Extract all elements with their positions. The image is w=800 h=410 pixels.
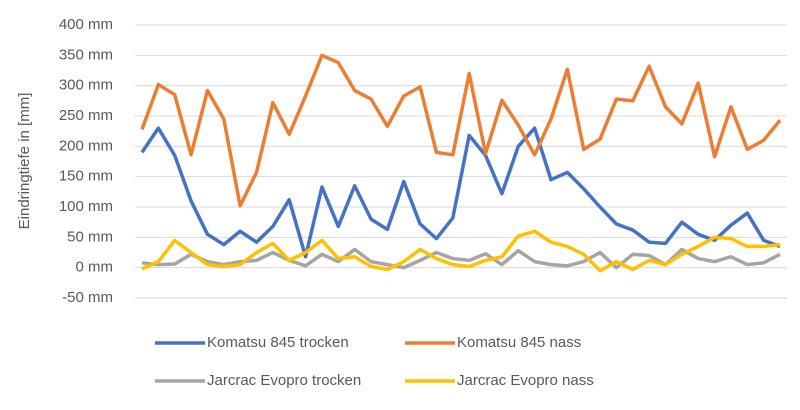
legend-label: Jarcrac Evopro trocken [207, 372, 361, 389]
y-axis-label: Eindringtiefe in [mm] [16, 93, 33, 230]
y-tick-label: -50 mm [62, 289, 113, 306]
y-tick-label: 350 mm [59, 46, 113, 63]
legend-label: Komatsu 845 trocken [207, 334, 349, 351]
series-line [141, 229, 781, 273]
legend-label: Jarcrac Evopro nass [457, 372, 594, 389]
y-tick-label: 250 mm [59, 107, 113, 124]
y-tick-label: 300 mm [59, 77, 113, 94]
y-tick-label: 400 mm [59, 16, 113, 33]
y-tick-label: 200 mm [59, 137, 113, 154]
series-line [140, 126, 781, 259]
series-line [140, 53, 782, 208]
y-tick-label: 0 mm [76, 259, 114, 276]
series-line [141, 247, 781, 270]
y-tick-label: 150 mm [59, 168, 113, 185]
y-tick-label: 100 mm [59, 198, 113, 215]
y-tick-label: 50 mm [67, 228, 113, 245]
legend-label: Komatsu 845 nass [457, 334, 581, 351]
